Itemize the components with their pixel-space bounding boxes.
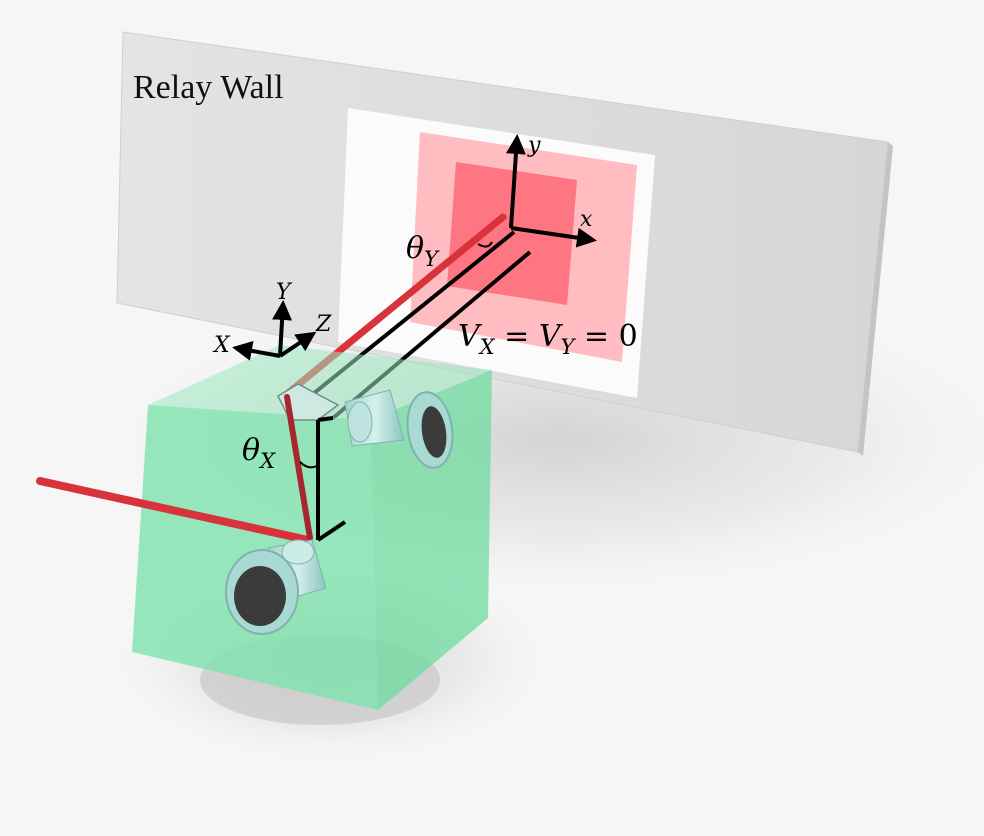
wall-y-label: y (527, 133, 541, 158)
wall-x-axis (510, 226, 597, 248)
sensor-internal-3 (317, 416, 334, 422)
eq-rhs: = 0 (574, 319, 637, 354)
theta-y-label: θY (406, 231, 440, 271)
device-z-axis (278, 331, 317, 358)
incoming-laser (36, 477, 312, 544)
upper-lens-icon (344, 389, 454, 469)
theta-x-arc (299, 461, 318, 469)
eq-v2: V (539, 319, 564, 354)
theta-y-arc (477, 241, 493, 248)
device-x-axis (232, 341, 281, 361)
lower-lens-icon (225, 539, 327, 635)
eq-sub-y: Y (561, 335, 577, 359)
laser-internal (284, 394, 313, 541)
sensor-internal-2 (316, 520, 347, 542)
device-cube-top (148, 345, 492, 420)
velocity-equation: VX = VY = 0 (458, 319, 638, 359)
device-x-label: X (212, 333, 231, 358)
theta-x-subscript: X (258, 449, 276, 473)
wall-edge (858, 142, 893, 456)
theta-y-symbol: θ (406, 231, 424, 266)
device-y-axis (272, 300, 293, 357)
wall-x-label: x (580, 207, 593, 232)
eq-v1: V (458, 319, 483, 354)
eq-equals-1: = (495, 319, 539, 354)
theta-x-symbol: θ (242, 433, 260, 468)
device-y-label: Y (276, 280, 293, 305)
eq-sub-x: X (478, 335, 496, 359)
wall-title: Relay Wall (133, 69, 284, 106)
theta-y-subscript: Y (424, 247, 440, 271)
wall-y-axis (505, 134, 526, 229)
device-cube-side (370, 370, 492, 710)
device-z-label: Z (315, 312, 332, 337)
theta-x-label: θX (242, 433, 276, 473)
